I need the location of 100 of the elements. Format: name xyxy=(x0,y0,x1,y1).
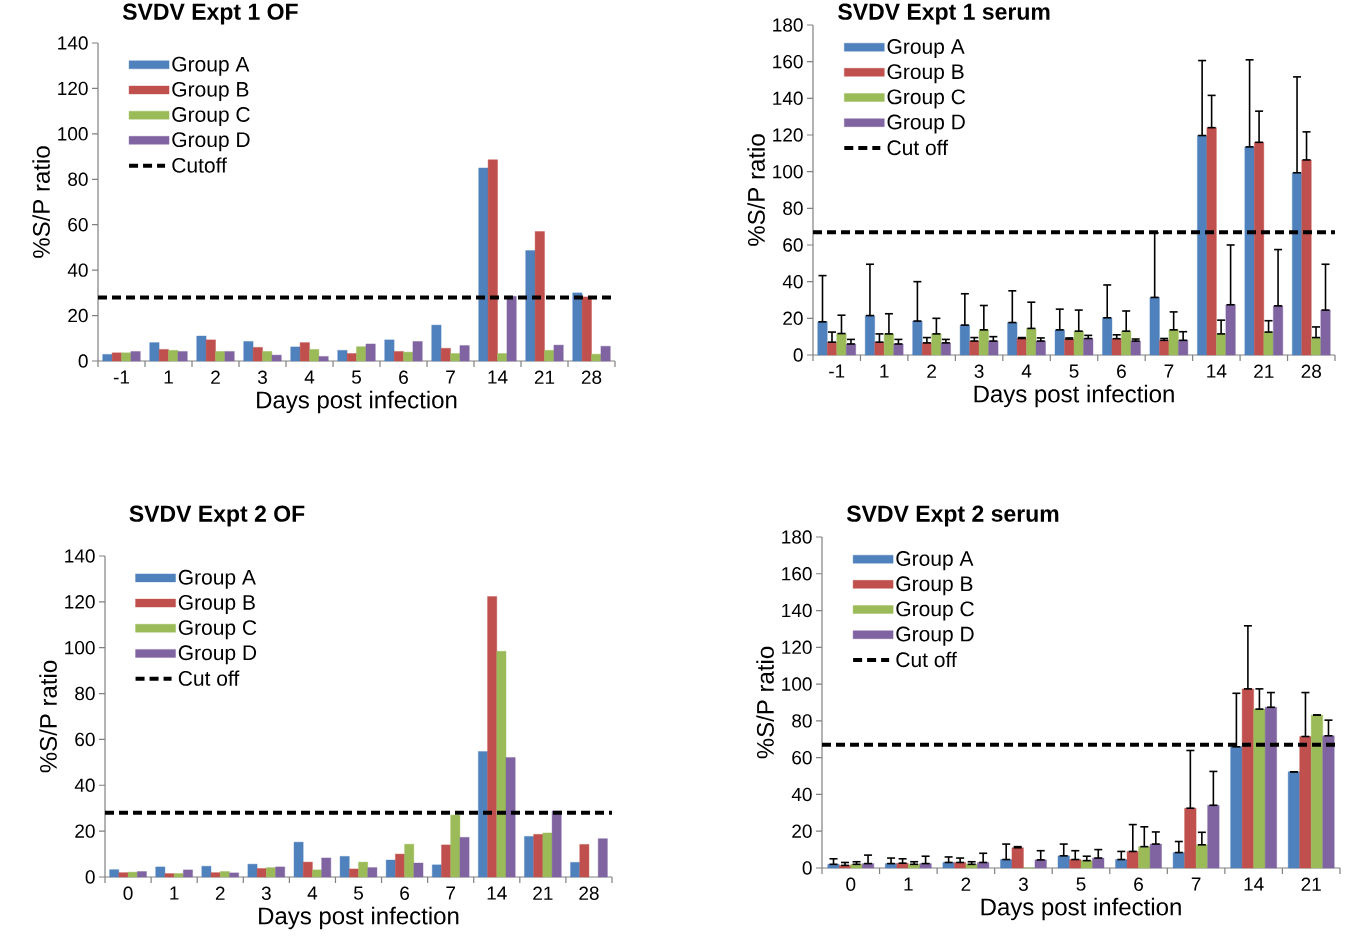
legend-label: Group A xyxy=(887,39,965,59)
bar xyxy=(164,873,175,878)
bar xyxy=(940,342,951,356)
x-axis-title: Days post infection xyxy=(974,384,1174,408)
x-tick-label: 6 xyxy=(1134,877,1143,891)
chart-title: SVDV Expt 2 OF xyxy=(129,505,305,527)
y-tick-label: 60 xyxy=(68,217,88,232)
legend-label: Cut off xyxy=(896,651,957,668)
x-tick-label: 2 xyxy=(211,370,220,384)
y-tick-label: 0 xyxy=(802,861,812,875)
legend-label: Group A xyxy=(178,569,256,589)
bar xyxy=(1054,329,1065,356)
bar xyxy=(1206,127,1217,356)
bar xyxy=(1069,859,1082,869)
bar xyxy=(1092,857,1105,869)
y-tick-label: 100 xyxy=(58,127,88,141)
bar xyxy=(130,351,141,362)
bar xyxy=(551,810,562,878)
bar xyxy=(210,872,221,878)
bar xyxy=(431,324,442,362)
bar xyxy=(1034,859,1047,869)
bar xyxy=(275,866,285,878)
bar xyxy=(1299,736,1312,869)
bar xyxy=(385,859,396,878)
y-tick-label: 0 xyxy=(793,348,803,362)
x-tick-label: 1 xyxy=(170,886,179,900)
bar xyxy=(597,838,608,878)
y-tick-label: 40 xyxy=(782,274,803,289)
x-tick-label: 0 xyxy=(846,877,856,891)
legend-label: Cut off xyxy=(887,139,949,156)
x-axis-title: Days post infection xyxy=(981,897,1181,921)
bar xyxy=(505,757,516,878)
y-axis-title: %S/P ratio xyxy=(747,134,765,246)
bar xyxy=(1311,337,1321,356)
chart-title: SVDV Expt 2 serum xyxy=(846,505,1059,527)
bar xyxy=(969,340,980,356)
x-tick-label: 5 xyxy=(353,886,363,900)
bar xyxy=(215,351,226,362)
bar xyxy=(346,353,357,362)
bar xyxy=(158,349,169,362)
bar xyxy=(168,350,179,362)
bar xyxy=(1273,305,1283,356)
chart-title: SVDV Expt 1 OF xyxy=(122,3,298,25)
x-tick-label: 0 xyxy=(123,886,133,900)
x-tick-label: 3 xyxy=(974,364,984,378)
bar xyxy=(290,346,301,362)
bar xyxy=(506,296,517,362)
bar xyxy=(544,350,555,362)
y-tick-label: 120 xyxy=(782,640,812,655)
bar xyxy=(572,292,583,362)
x-tick-label: 3 xyxy=(1018,877,1028,891)
bar xyxy=(893,343,904,356)
y-tick-label: 60 xyxy=(783,238,803,252)
legend-label: Group D xyxy=(896,626,974,646)
chart-title: SVDV Expt 1 serum xyxy=(838,3,1050,25)
bar xyxy=(356,346,367,362)
bar xyxy=(497,353,508,362)
y-tick-label: 180 xyxy=(782,530,812,544)
y-tick-label: 160 xyxy=(782,567,812,581)
x-tick-label: 7 xyxy=(1191,877,1201,891)
y-tick-label: 20 xyxy=(783,311,803,326)
bar xyxy=(591,353,602,362)
x-tick-label: 21 xyxy=(1254,364,1274,378)
bar xyxy=(959,324,970,356)
bar xyxy=(1035,340,1046,356)
y-tick-label: 60 xyxy=(792,750,812,765)
legend-label: Group C xyxy=(896,601,974,621)
bar xyxy=(1244,146,1255,356)
x-tick-label: 1 xyxy=(880,364,889,378)
y-tick-label: 100 xyxy=(782,677,812,691)
legend-label: Group D xyxy=(887,114,965,134)
bar xyxy=(393,351,404,362)
y-tick-label: 20 xyxy=(75,824,95,838)
bar xyxy=(533,834,544,878)
y-tick-label: 60 xyxy=(75,732,95,747)
bar xyxy=(220,871,230,878)
bar xyxy=(299,342,310,362)
bar xyxy=(836,333,847,356)
x-tick-label: 3 xyxy=(257,370,267,384)
bar xyxy=(321,857,332,878)
x-tick-label: 1 xyxy=(164,370,173,384)
bar xyxy=(111,352,122,362)
y-tick-label: 20 xyxy=(792,824,812,838)
bar xyxy=(441,844,451,878)
y-tick-label: 100 xyxy=(65,640,95,655)
bar xyxy=(525,250,536,362)
bar xyxy=(1178,340,1189,356)
y-tick-label: 140 xyxy=(58,36,88,50)
bar xyxy=(262,351,273,362)
bar xyxy=(312,869,322,878)
x-tick-label: 6 xyxy=(400,886,410,900)
x-tick-label: 5 xyxy=(1069,364,1079,378)
x-axis-title: Days post infection xyxy=(257,390,457,414)
bar xyxy=(579,844,590,878)
bar xyxy=(1225,304,1236,356)
bar xyxy=(478,167,489,362)
legend-label: Group C xyxy=(178,620,257,640)
bar xyxy=(404,844,415,878)
y-tick-label: 140 xyxy=(65,549,95,563)
bar xyxy=(173,873,184,878)
